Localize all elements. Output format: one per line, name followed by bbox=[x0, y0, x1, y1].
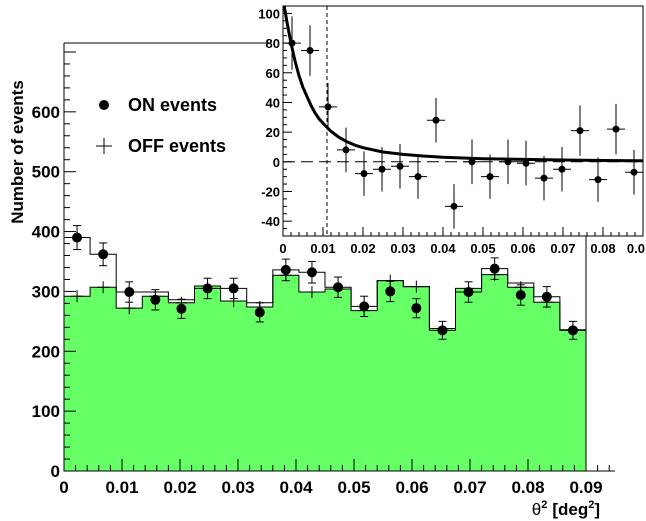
inset-panel bbox=[282, 5, 644, 237]
inset-y-tick-label: 0 bbox=[273, 155, 280, 170]
y-tick-label: 500 bbox=[32, 163, 60, 182]
on-point bbox=[567, 325, 578, 336]
x-axis-label-close: ] bbox=[594, 500, 600, 519]
y-tick-label: 400 bbox=[32, 223, 60, 242]
inset-x-tick-label: 0 bbox=[279, 241, 286, 256]
inset-point bbox=[486, 173, 494, 181]
x-tick-label: 0.02 bbox=[163, 478, 196, 497]
x-tick-label: 0.05 bbox=[337, 478, 370, 497]
y-tick-label: 600 bbox=[32, 103, 60, 122]
y-tick-label: 100 bbox=[32, 402, 60, 421]
inset-y-tick-label: 60 bbox=[266, 66, 280, 81]
on-point bbox=[124, 287, 135, 298]
inset-y-tick-label: 20 bbox=[266, 125, 280, 140]
on-point bbox=[359, 301, 370, 312]
on-point bbox=[489, 263, 500, 274]
inset-y-tick-label: 40 bbox=[266, 95, 280, 110]
legend-on-marker bbox=[99, 100, 109, 110]
inset-x-tick-label: 0.05 bbox=[470, 241, 495, 256]
off-histogram-area bbox=[63, 274, 587, 472]
x-tick-label: 0.03 bbox=[221, 478, 254, 497]
on-point bbox=[280, 264, 291, 275]
inset-x-tick-label: 0.03 bbox=[390, 241, 415, 256]
inset-point bbox=[504, 158, 512, 166]
inset-point bbox=[522, 159, 530, 167]
inset-point bbox=[540, 174, 548, 182]
x-axis-label-unit-sup: 2 bbox=[588, 499, 594, 511]
on-point bbox=[333, 282, 344, 293]
x-tick-label: 0.06 bbox=[395, 478, 428, 497]
inset-y-tick-label: -20 bbox=[261, 184, 280, 199]
inset-point bbox=[396, 162, 404, 170]
on-point bbox=[541, 291, 552, 302]
inset-x-tick-label: 0.01 bbox=[310, 241, 335, 256]
inset-point bbox=[324, 103, 332, 111]
on-point bbox=[202, 283, 213, 294]
inset-point bbox=[612, 125, 620, 133]
x-axis-label-base: θ bbox=[532, 500, 541, 519]
y-axis-label: Number of events bbox=[8, 80, 27, 224]
inset-x-tick-label: 0.08 bbox=[590, 241, 615, 256]
x-axis-label: θ2 [deg2] bbox=[532, 499, 600, 519]
x-tick-label: 0.01 bbox=[105, 478, 138, 497]
x-axis-label-sup: 2 bbox=[541, 499, 547, 511]
on-point bbox=[176, 303, 187, 314]
on-point bbox=[463, 287, 474, 298]
x-tick-label: 0 bbox=[59, 478, 68, 497]
legend-off-label: OFF events bbox=[128, 136, 226, 156]
y-tick-label: 200 bbox=[32, 342, 60, 361]
legend-on-label: ON events bbox=[128, 95, 217, 115]
x-tick-label: 0.09 bbox=[569, 478, 602, 497]
x-tick-label: 0.07 bbox=[453, 478, 486, 497]
inset-point bbox=[432, 116, 440, 124]
inset-point bbox=[576, 127, 584, 135]
inset-x-tick-label: 0.04 bbox=[430, 241, 456, 256]
inset-y-tick-label: 80 bbox=[266, 36, 280, 51]
on-point bbox=[306, 267, 317, 278]
inset-point bbox=[558, 165, 566, 173]
fit-curve-line bbox=[283, 6, 643, 163]
inset-point bbox=[306, 47, 314, 55]
on-events-markers bbox=[72, 225, 578, 340]
on-point bbox=[515, 290, 526, 301]
inset-fit-curve bbox=[283, 6, 643, 163]
on-point bbox=[98, 249, 109, 260]
inset-x-tick-label: 0.06 bbox=[510, 241, 535, 256]
inset-point bbox=[342, 146, 350, 154]
inset-x-tick-label: 0.07 bbox=[550, 241, 575, 256]
x-tick-label: 0.04 bbox=[279, 478, 313, 497]
off-events-histogram bbox=[63, 274, 587, 472]
on-point bbox=[437, 325, 448, 336]
inset-x-tick-label: 0.0 bbox=[627, 241, 645, 256]
inset-y-tick-label: -40 bbox=[261, 214, 280, 229]
on-point bbox=[254, 307, 265, 318]
inset-point bbox=[450, 202, 458, 210]
x-tick-label: 0.08 bbox=[511, 478, 544, 497]
on-point bbox=[72, 232, 83, 243]
inset-point bbox=[414, 173, 422, 181]
on-point bbox=[150, 294, 161, 305]
inset-point bbox=[378, 165, 386, 173]
inset-axes: -40 -20 0 20 40 60 80 100 0 0.01 0.02 0.03 0.04 0.05 0… bbox=[258, 6, 645, 256]
x-axis-label-unit: [deg bbox=[552, 500, 588, 519]
y-tick-label: 300 bbox=[32, 282, 60, 301]
on-point bbox=[385, 286, 396, 297]
on-point bbox=[411, 303, 422, 314]
legend: ON events OFF events bbox=[96, 95, 226, 156]
inset-point bbox=[630, 168, 638, 176]
inset-y-tick-label: 100 bbox=[258, 6, 280, 21]
inset-x-tick-label: 0.02 bbox=[350, 241, 375, 256]
inset-point bbox=[594, 176, 602, 184]
inset-point bbox=[468, 158, 476, 166]
on-point bbox=[228, 283, 239, 294]
inset-point bbox=[360, 170, 368, 178]
y-tick-label: 0 bbox=[51, 462, 60, 481]
